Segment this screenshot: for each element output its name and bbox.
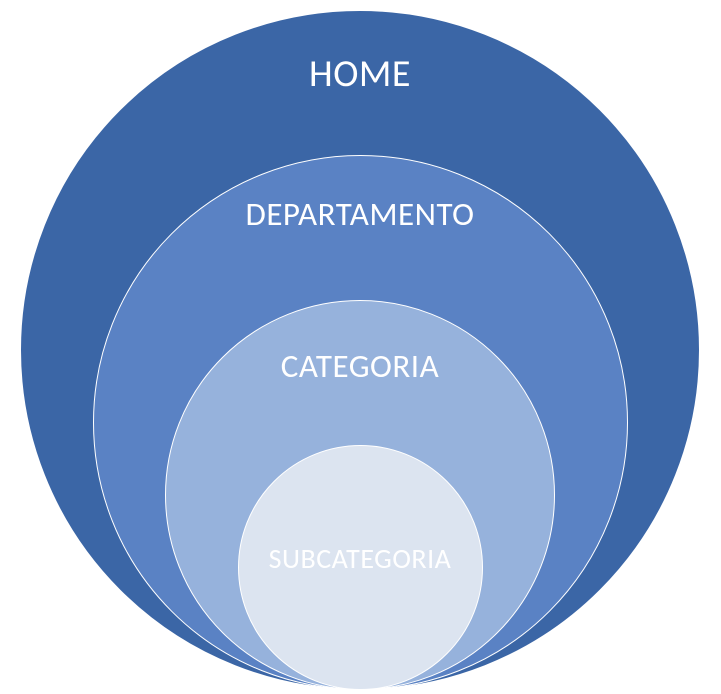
label-subcategoria: SUBCATEGORIA (239, 541, 482, 576)
label-home: HOME (21, 51, 699, 97)
label-departamento: DEPARTAMENTO (94, 194, 627, 234)
label-categoria: CATEGORIA (166, 346, 554, 386)
nested-circle-diagram: HOME DEPARTAMENTO CATEGORIA SUBCATEGORIA (10, 10, 710, 690)
circle-subcategoria: SUBCATEGORIA (238, 445, 483, 690)
